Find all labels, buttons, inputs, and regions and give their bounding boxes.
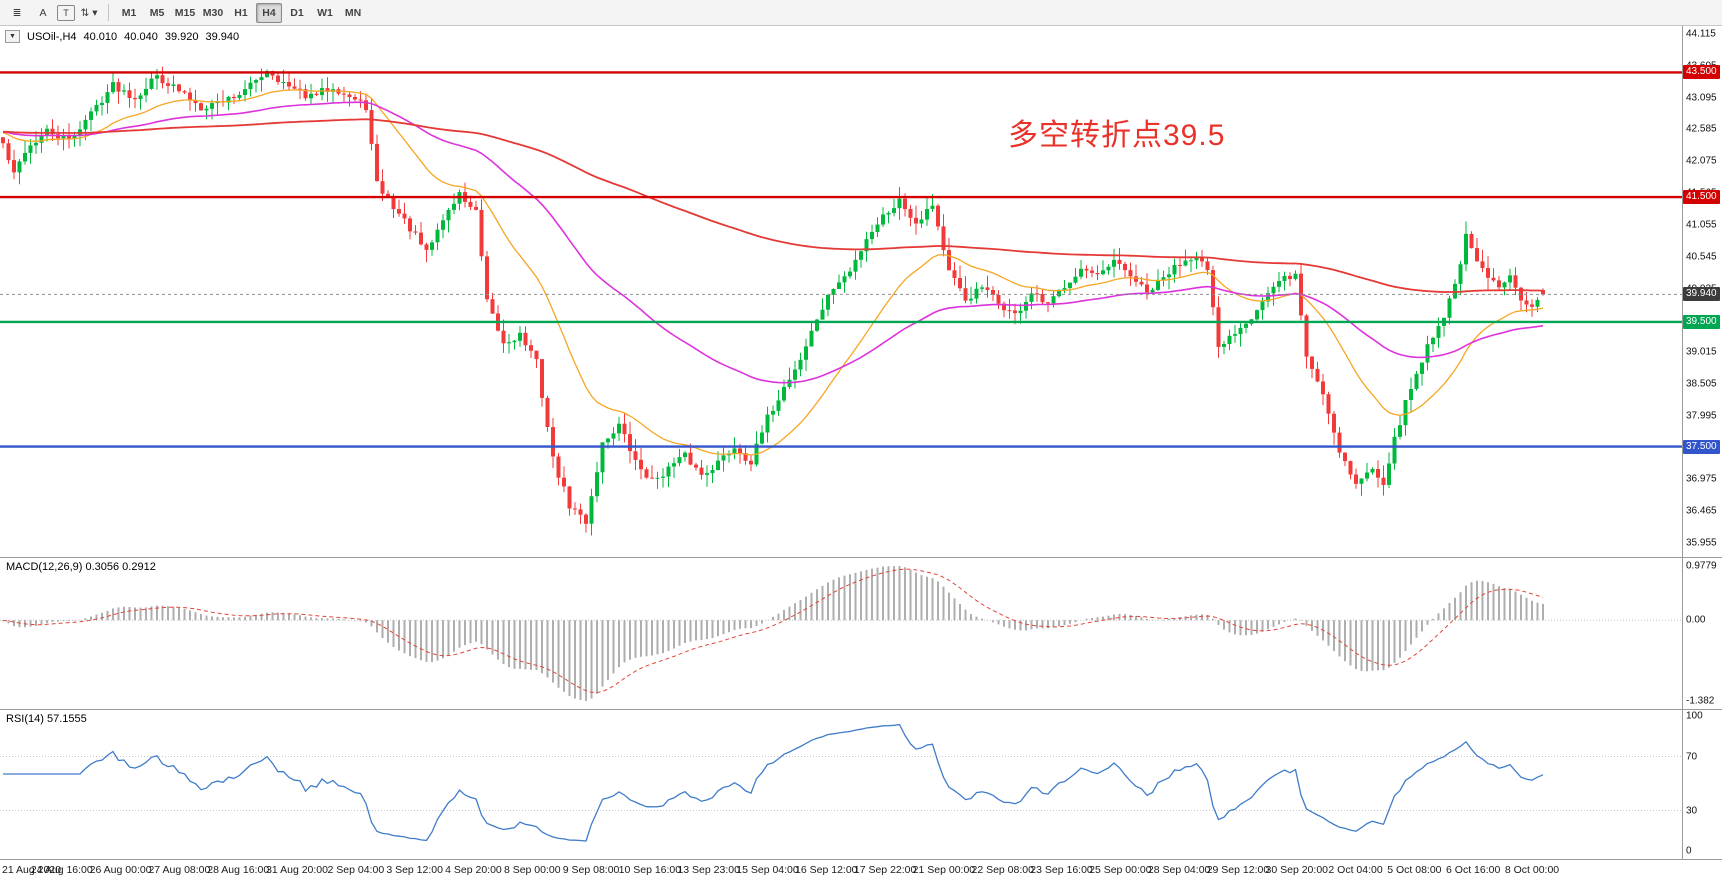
date-axis-label: 8 Oct 00:00 (1504, 864, 1560, 876)
level-price-badge: 39.500 (1683, 314, 1720, 329)
text-tool-button[interactable]: A (31, 3, 55, 23)
macd-plot-area (0, 558, 1682, 709)
price-axis-label: 42.585 (1686, 123, 1717, 135)
chart-annotation[interactable]: 多空转折点39.5 (1008, 119, 1226, 152)
date-axis-label: 9 Sep 08:00 (562, 864, 620, 876)
timeframe-mn-button[interactable]: MN (340, 3, 366, 23)
timeframe-m15-button[interactable]: M15 (172, 3, 198, 23)
date-axis-label: 28 Sep 04:00 (1147, 864, 1211, 876)
current-price-badge: 39.940 (1683, 287, 1720, 302)
timeframe-w1-button[interactable]: W1 (312, 3, 338, 23)
ohlc-high: 40.040 (124, 30, 158, 43)
ohlc-low: 39.920 (164, 30, 199, 43)
timeframe-h4-button[interactable]: H4 (256, 2, 282, 23)
macd-label: MACD(12,26,9) 0.3056 0.2912 (6, 561, 156, 573)
symbol-name: USOil-,H4 (27, 30, 77, 43)
date-axis-label: 13 Sep 23:00 (677, 864, 740, 876)
toolbar: ≣ A T ⇅ ▾ M1 M5 M15 M30 H1 H4 D1 W1 MN (0, 0, 1722, 26)
macd-axis-label: 0.00 (1686, 614, 1706, 626)
date-axis-label: 8 Sep 00:00 (503, 864, 561, 876)
level-price-badge: 43.500 (1683, 65, 1720, 80)
date-axis-label: 5 Oct 08:00 (1387, 864, 1442, 876)
indicator-dropdown-button[interactable]: ⇅ ▾ (77, 3, 101, 23)
price-axis-label: 39.015 (1686, 346, 1717, 358)
date-axis-label: 3 Sep 12:00 (386, 864, 443, 876)
date-axis-label: 2 Oct 04:00 (1328, 864, 1383, 876)
candlestick-chart[interactable] (0, 26, 1682, 557)
macd-chart (0, 566, 1682, 701)
tool-button-group: ≣ A T ⇅ ▾ (4, 3, 102, 23)
date-axis-label: 10 Sep 16:00 (618, 864, 682, 876)
draw-tool-button[interactable]: ≣ (5, 3, 29, 23)
symbol-ohlc-label: ▼ USOil-,H4 40.010 40.040 39.920 39.940 (5, 30, 239, 43)
level-price-badge: 37.500 (1683, 439, 1720, 454)
date-axis-label: 4 Sep 20:00 (445, 864, 502, 876)
rsi-axis: 100 70 30 0 (1682, 710, 1722, 859)
date-axis[interactable]: 21 Aug 2020 24 Aug 16:00 26 Aug 00:00 27 Au… (0, 860, 1722, 894)
label-tool-button[interactable]: T (57, 4, 75, 21)
price-axis-label: 36.465 (1686, 505, 1717, 517)
rsi-axis-label: 70 (1686, 751, 1698, 762)
macd-pane: 0.9779 0.00 -1.382 MACD(12,26,9) 0.3056 0.… (0, 558, 1722, 710)
date-axis-label: 26 Aug 00:00 (89, 864, 152, 876)
date-axis-label: 6 Oct 16:00 (1446, 864, 1501, 876)
toolbar-separator (108, 4, 109, 21)
date-axis-label: 28 Aug 16:00 (207, 864, 270, 876)
timeframe-group: M1 M5 M15 M30 H1 H4 D1 W1 MN (115, 2, 367, 23)
level-price-badge: 41.500 (1683, 190, 1720, 205)
rsi-axis-label: 0 (1686, 845, 1692, 857)
rsi-pane: 100 70 30 0 RSI(14) 57.1555 (0, 710, 1722, 860)
timeframe-d1-button[interactable]: D1 (284, 3, 310, 23)
price-axis-label: 38.505 (1686, 378, 1717, 390)
price-axis-label: 44.115 (1686, 28, 1716, 40)
price-axis-label: 35.955 (1686, 537, 1717, 549)
date-axis-label: 30 Sep 20:00 (1265, 864, 1329, 876)
timeframe-m1-button[interactable]: M1 (116, 3, 142, 23)
ohlc-close: 39.940 (205, 30, 240, 43)
price-axis-label: 41.055 (1686, 219, 1717, 231)
price-axis-label: 42.075 (1686, 155, 1717, 167)
rsi-plot-area (0, 710, 1682, 859)
date-axis-label: 27 Aug 08:00 (148, 864, 211, 876)
timeframe-m30-button[interactable]: M30 (200, 3, 226, 23)
macd-axis: 0.9779 0.00 -1.382 (1682, 558, 1722, 709)
macd-axis-label: -1.382 (1686, 695, 1715, 707)
chart-menu-caret-icon[interactable]: ▼ (5, 30, 20, 43)
price-plot-area[interactable] (0, 26, 1682, 557)
date-axis-label: 21 Aug 2020 (2, 864, 61, 876)
date-axis-label: 24 Aug 16:00 (30, 864, 93, 876)
rsi-chart (0, 723, 1682, 842)
price-pane: 44.11543.60543.09542.58542.07541.56541.0… (0, 26, 1722, 558)
ohlc-open: 40.010 (83, 30, 118, 43)
date-axis-label: 29 Sep 12:00 (1206, 864, 1270, 876)
chart-stack: 44.11543.60543.09542.58542.07541.56541.0… (0, 26, 1722, 894)
macd-axis-label: 0.9779 (1686, 560, 1717, 572)
price-axis[interactable]: 44.11543.60543.09542.58542.07541.56541.0… (1682, 26, 1722, 557)
date-axis-label: 25 Sep 00:00 (1089, 864, 1152, 876)
price-axis-label: 36.975 (1686, 473, 1717, 485)
date-axis-label: 15 Sep 04:00 (736, 864, 799, 876)
date-axis-label: 21 Sep 00:00 (912, 864, 976, 876)
date-axis-label: 23 Sep 16:00 (1030, 864, 1093, 876)
date-axis-label: 22 Sep 08:00 (971, 864, 1034, 876)
price-axis-label: 37.995 (1686, 410, 1717, 422)
date-axis-label: 17 Sep 22:00 (853, 864, 917, 876)
rsi-label: RSI(14) 57.1555 (6, 713, 87, 725)
rsi-axis-label: 30 (1686, 805, 1698, 816)
price-axis-label: 43.095 (1686, 92, 1717, 104)
date-axis-label: 2 Sep 04:00 (327, 864, 385, 876)
rsi-axis-label: 100 (1686, 710, 1703, 722)
timeframe-m5-button[interactable]: M5 (144, 3, 170, 23)
timeframe-h1-button[interactable]: H1 (228, 3, 254, 23)
price-axis-label: 40.545 (1686, 251, 1717, 263)
date-axis-label: 31 Aug 20:00 (266, 864, 328, 876)
date-axis-label: 16 Sep 12:00 (795, 864, 858, 876)
